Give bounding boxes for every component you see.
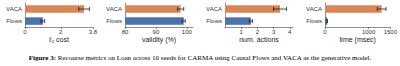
svg-text:0: 0 (23, 29, 27, 35)
svg-text:Flows: Flows (206, 18, 222, 24)
svg-text:1000: 1000 (362, 29, 376, 35)
svg-text:time (msec): time (msec) (339, 36, 376, 44)
svg-text:VACA: VACA (6, 6, 22, 12)
svg-text:1: 1 (240, 29, 244, 35)
svg-text:90: 90 (153, 29, 160, 35)
html-text:Figure 3: Recourse metrics on: Figure 3: Recourse metrics on Loan acros… (28, 54, 372, 62)
svg-text:VACA: VACA (306, 6, 322, 12)
svg-text:Flows: Flows (106, 18, 122, 24)
svg-text:VACA: VACA (206, 6, 222, 12)
svg-text:3.8: 3.8 (89, 29, 98, 35)
svg-text:4: 4 (288, 29, 292, 35)
svg-text:ℓ₂ cost: ℓ₂ cost (48, 36, 69, 43)
svg-text:validity (%): validity (%) (142, 36, 176, 44)
svg-text:VACA: VACA (106, 6, 122, 12)
svg-text:Flows: Flows (306, 18, 322, 24)
svg-text:1500: 1500 (384, 29, 398, 35)
svg-text:100: 100 (182, 29, 193, 35)
svg-text:2: 2 (256, 29, 260, 35)
svg-text:2: 2 (59, 29, 63, 35)
svg-text:num. actions: num. actions (239, 36, 279, 43)
svg-text:3: 3 (272, 29, 276, 35)
svg-text:80: 80 (122, 29, 129, 35)
svg-text:0: 0 (323, 29, 327, 35)
svg-text:Flows: Flows (6, 18, 22, 24)
